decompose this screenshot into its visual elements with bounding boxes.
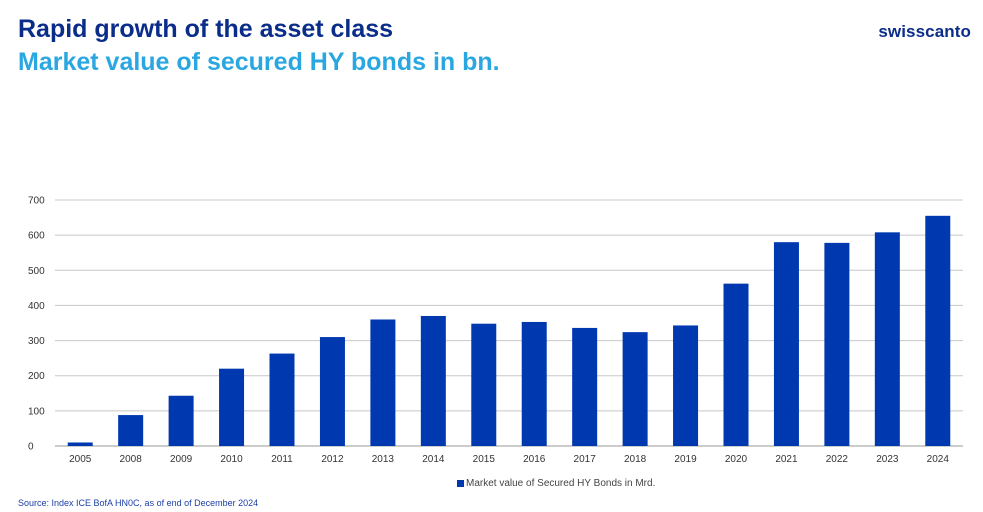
x-tick-label-2008: 2008	[120, 454, 143, 465]
bar-2017	[572, 327, 598, 446]
x-tick-label-2005: 2005	[69, 454, 92, 465]
bar-2015	[471, 323, 497, 446]
bar-2023	[874, 232, 900, 446]
source-note: Source: Index ICE BofA HN0C, as of end o…	[18, 498, 259, 508]
y-tick-label-500: 500	[28, 266, 45, 277]
bar-2011	[269, 353, 295, 446]
x-tick-label-2018: 2018	[624, 454, 647, 465]
bar-2010	[219, 368, 245, 446]
x-tick-label-2017: 2017	[574, 454, 597, 465]
x-tick-label-2010: 2010	[220, 454, 243, 465]
y-tick-label-300: 300	[28, 336, 45, 347]
y-tick-label-200: 200	[28, 371, 45, 382]
legend-swatch	[457, 480, 464, 487]
x-tick-label-2011: 2011	[271, 454, 293, 465]
bar-2024	[925, 215, 951, 446]
bar-2009	[168, 395, 194, 446]
page-title: Rapid growth of the asset class	[18, 15, 394, 43]
chart-legend: Market value of Secured HY Bonds in Mrd.	[457, 478, 655, 489]
x-tick-label-2024: 2024	[927, 454, 950, 465]
x-tick-label-2022: 2022	[826, 454, 849, 465]
bar-2012	[319, 337, 345, 446]
bar-2022	[824, 242, 850, 446]
x-tick-label-2019: 2019	[674, 454, 697, 465]
y-tick-label-700: 700	[28, 196, 45, 207]
legend-label: Market value of Secured HY Bonds in Mrd.	[466, 478, 656, 489]
y-tick-label-0: 0	[28, 442, 34, 453]
x-tick-label-2020: 2020	[725, 454, 748, 465]
brand-logo: swisscanto	[878, 22, 971, 41]
bar-2008	[118, 415, 144, 446]
x-tick-label-2016: 2016	[523, 454, 546, 465]
x-tick-label-2023: 2023	[876, 454, 899, 465]
x-tick-label-2012: 2012	[321, 454, 344, 465]
y-tick-label-600: 600	[28, 231, 45, 242]
x-tick-label-2009: 2009	[170, 454, 193, 465]
y-tick-label-400: 400	[28, 301, 45, 312]
x-tick-label-2014: 2014	[422, 454, 445, 465]
x-tick-label-2013: 2013	[372, 454, 395, 465]
bar-2013	[370, 319, 396, 446]
x-tick-label-2021: 2021	[775, 454, 798, 465]
y-tick-label-100: 100	[28, 406, 45, 417]
chart-subtitle: Market value of secured HY bonds in bn.	[18, 48, 500, 76]
bar-2014	[420, 315, 446, 446]
bar-2019	[673, 325, 699, 446]
bar-2005	[67, 442, 93, 446]
bar-2018	[622, 332, 648, 446]
bar-2021	[773, 242, 799, 446]
bar-2016	[521, 321, 547, 446]
x-tick-label-2015: 2015	[473, 454, 496, 465]
bar-2020	[723, 283, 749, 446]
